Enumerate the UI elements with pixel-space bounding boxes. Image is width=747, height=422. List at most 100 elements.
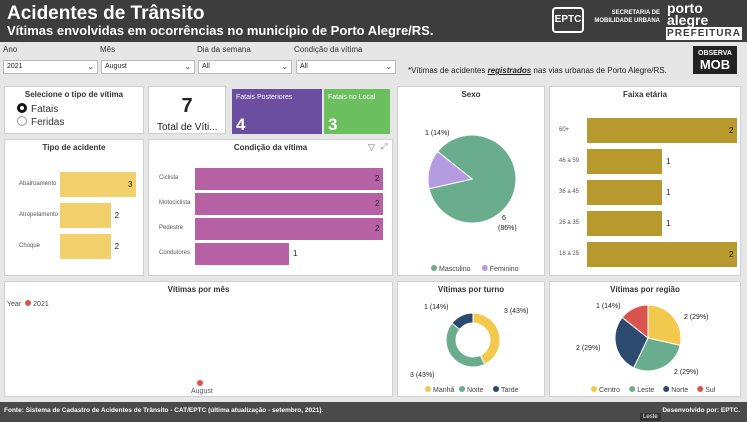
filter-mes-select[interactable]: August ⌄ [101, 60, 195, 74]
filter-icon[interactable]: ▽ [368, 142, 375, 152]
observamob-logo: OBSERVA MOB [693, 46, 737, 74]
category-label: Condutores [159, 250, 191, 256]
victim-type-card: Selecione o tipo de vítima Fatais Ferida… [4, 86, 144, 134]
registered-note: *Vítimas de acidentes registrados nas vi… [408, 66, 667, 75]
bar[interactable] [195, 193, 383, 215]
category-label: 18 a 25 [559, 250, 580, 257]
bar[interactable] [60, 203, 111, 228]
vitimas-mes-legend: Year 2021 [7, 300, 49, 308]
focus-mode-icon[interactable]: ⤢ [381, 142, 388, 151]
category-label: Ciclista [159, 175, 179, 181]
sexo-chart: 1 (14%) 6 (86%) Masculino Feminino [425, 130, 519, 273]
legend-dot-icon [493, 386, 499, 392]
data-label: 2 [375, 174, 380, 183]
sexo-card: Sexo 1 (14%) 6 (86%) Masculino Feminino [397, 86, 545, 276]
legend-dot-icon [663, 386, 670, 392]
pie-slice[interactable] [451, 312, 474, 331]
legend-dot-icon [591, 386, 597, 392]
legend-label: Manhã [433, 387, 455, 394]
filter-condicao-select[interactable]: All ⌄ [296, 60, 396, 74]
total-label: Total de Víti... [157, 122, 218, 133]
bar[interactable] [587, 149, 662, 174]
legend-label: Leste [637, 387, 654, 394]
eptc-logo: EPTC [552, 7, 584, 33]
category-label: Atropelamento [19, 211, 59, 218]
tipo-acidente-title: Tipo de acidente [42, 143, 106, 152]
filter-label-mes: Mês [100, 45, 116, 54]
category-label: 36 a 45 [559, 188, 580, 195]
radio-feridas[interactable]: Feridas [17, 116, 64, 128]
chevron-down-icon: ⌄ [87, 62, 94, 71]
turno-card: Vítimas por turno 3 (43%) 3 (43%) 1 (14%) M… [397, 281, 545, 397]
total-value: 7 [181, 95, 193, 117]
data-label: 2 [114, 241, 120, 251]
legend-dot-icon [697, 386, 704, 392]
chevron-down-icon: ⌄ [385, 62, 392, 71]
regiao-card: Vítimas por região 2 (29%) 2 (29%) 2 (29%)… [549, 281, 741, 397]
data-point [197, 380, 203, 386]
data-label: 1 [666, 187, 671, 197]
bar[interactable] [587, 211, 662, 236]
header: Acidentes de Trânsito Vítimas envolvidas… [0, 0, 747, 42]
radio-unchecked-icon [17, 116, 27, 126]
pie-slice[interactable] [614, 316, 649, 369]
filter-ano-select[interactable]: 2021 ⌄ [3, 60, 98, 74]
bar[interactable] [195, 218, 383, 240]
data-label: 1 [666, 218, 671, 228]
sexo-title: Sexo [461, 90, 481, 99]
legend-label: Norte [671, 387, 688, 394]
bar[interactable] [195, 168, 383, 190]
legend-dot-icon [481, 265, 488, 271]
filter-bar: Ano 2021 ⌄ Mês August ⌄ Dia da semana All ⌄… [0, 42, 747, 80]
legend-dot-icon [459, 386, 465, 392]
data-label: 2 [729, 249, 734, 259]
category-label: 46 a 59 [559, 157, 580, 164]
bar[interactable] [195, 243, 289, 265]
data-label: 2 [375, 224, 380, 233]
data-label: 1 [666, 156, 671, 166]
legend-label: Masculino [439, 266, 471, 273]
fatais-posteriores-tile[interactable]: Fatais Posteriores 4 [232, 89, 322, 134]
category-label: 26 a 35 [559, 219, 580, 226]
filter-label-ano: Ano [3, 45, 18, 54]
category-label: Motociclista [159, 200, 191, 206]
bar[interactable] [60, 172, 136, 197]
pie-slice[interactable] [633, 337, 681, 372]
porto-alegre-logo: porto alegre [667, 0, 709, 28]
x-tick-label: August [191, 388, 213, 395]
pie-slice[interactable] [445, 322, 486, 368]
bar[interactable] [587, 118, 737, 143]
pie-slice[interactable] [621, 304, 649, 340]
pie-slice[interactable] [427, 150, 474, 190]
category-label: Choque [19, 242, 41, 249]
footer: Fonte: Sistema de Cadastro de Acidentes … [0, 402, 747, 422]
pie-slice[interactable] [647, 304, 682, 346]
data-label: 3 (43%) [504, 308, 529, 315]
radio-checked-icon [17, 103, 27, 113]
vitimas-mes-chart [197, 380, 203, 386]
legend-label: Feminino [490, 266, 519, 273]
data-label: 1 (14%) [424, 304, 449, 311]
bar[interactable] [587, 180, 662, 205]
fatais-local-value: 3 [328, 115, 338, 134]
radio-fatais[interactable]: Fatais [17, 103, 58, 115]
tipo-acidente-card: Tipo de acidente Abalroamento 3 Atropelame… [4, 139, 144, 276]
filter-dia-select[interactable]: All ⌄ [198, 60, 292, 74]
bar[interactable] [587, 242, 737, 267]
page-title: Acidentes de Trânsito [7, 3, 205, 24]
chevron-down-icon: ⌄ [184, 62, 191, 71]
condicao-vitima-card: Condição da vítima ▽ ⤢ Ciclista 2 Motocicl… [148, 139, 393, 276]
victim-type-title: Selecione o tipo de vítima [24, 90, 124, 99]
turno-chart: 3 (43%) 3 (43%) 1 (14%) Manhã Noite Tarde [410, 304, 529, 394]
bar[interactable] [60, 234, 111, 259]
fatais-posteriores-label: Fatais Posteriores [236, 94, 293, 101]
data-label: 1 [293, 249, 298, 258]
fatais-local-label: Fatais no Local [328, 94, 376, 101]
legend-dot-icon [25, 300, 32, 306]
turno-title: Vítimas por turno [437, 285, 505, 294]
fatais-local-tile[interactable]: Fatais no Local 3 [324, 89, 390, 134]
legend-label: Centro [599, 387, 620, 394]
tooltip: Leste [640, 413, 661, 421]
data-label: 6 [502, 215, 506, 222]
data-label: 2 [375, 199, 380, 208]
